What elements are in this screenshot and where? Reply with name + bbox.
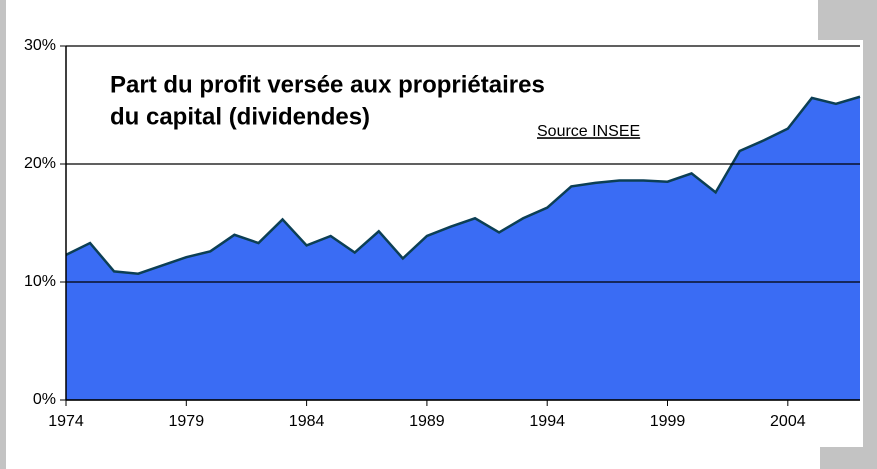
x-tick-label: 2004 bbox=[770, 413, 806, 430]
y-tick-label: 0% bbox=[33, 391, 56, 408]
chart-title-line: du capital (dividendes) bbox=[110, 103, 370, 130]
frame-left bbox=[0, 0, 6, 469]
x-tick-label: 1989 bbox=[409, 413, 445, 430]
x-tick-label: 1994 bbox=[529, 413, 565, 430]
y-tick-label: 10% bbox=[24, 273, 56, 290]
x-tick-label: 1984 bbox=[289, 413, 325, 430]
source-note: Source INSEE bbox=[537, 123, 640, 140]
area bbox=[66, 96, 860, 401]
plot: 0% 10% 20% 30% 1974 1979 1984 1989 1994 1999 2004 bbox=[24, 37, 861, 430]
x-tick-label: 1979 bbox=[169, 413, 205, 430]
x-tick-label: 1999 bbox=[650, 413, 686, 430]
chart-title-line: Part du profit versée aux propriétaires bbox=[110, 71, 545, 98]
y-tick-label: 30% bbox=[24, 37, 56, 54]
frame-right bbox=[863, 0, 877, 469]
y-tick-label: 20% bbox=[24, 155, 56, 172]
x-tick-label: 1974 bbox=[48, 413, 84, 430]
frame-bottom-right bbox=[820, 447, 877, 469]
line bbox=[65, 95, 861, 276]
